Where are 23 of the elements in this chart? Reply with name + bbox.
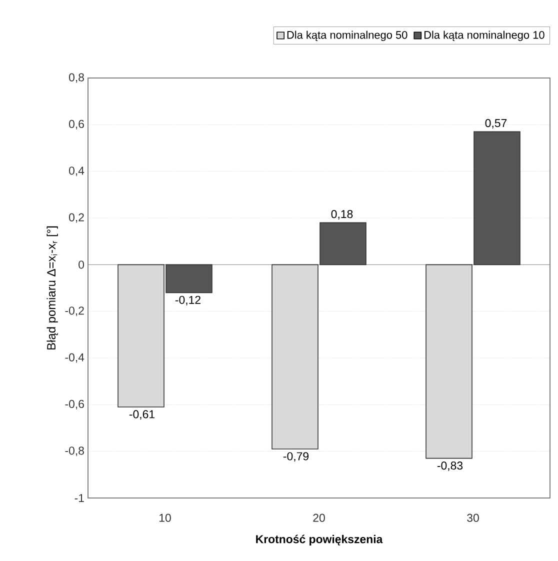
legend-label: Dla kąta nominalnego 10 — [424, 30, 544, 41]
y-axis-title: Błąd pomiaru Δ=x$_{i}$-x$_{r}$ [°] — [46, 226, 58, 350]
data-label: -0,83 — [437, 462, 463, 471]
y-tick-label: 0 — [78, 260, 84, 269]
x-tick-label: 10 — [160, 514, 171, 522]
x-tick-label: 20 — [313, 514, 325, 522]
legend-label: Dla kąta nominalnego 50 — [287, 30, 408, 41]
x-axis-title: Krotność powiększenia — [256, 534, 383, 546]
data-label: 0,18 — [331, 210, 353, 220]
y-tick-label: -0,6 — [65, 400, 84, 410]
y-tick-label: 0,4 — [69, 166, 84, 176]
y-tick-label: 0,6 — [69, 120, 84, 130]
y-tick-label: -1 — [74, 494, 84, 502]
y-tick-label: -0,4 — [65, 353, 84, 363]
x-tick-label: 30 — [467, 514, 479, 522]
y-tick-label: -0,8 — [65, 446, 84, 456]
y-tick-label: 0,8 — [69, 73, 84, 83]
data-label: -0,79 — [283, 452, 309, 462]
y-tick-label: -0,2 — [65, 306, 84, 316]
data-label: 0,57 — [485, 119, 507, 128]
data-label: -0,12 — [175, 296, 200, 306]
y-tick-label: 0,2 — [69, 213, 84, 223]
data-label: -0,61 — [129, 410, 154, 420]
